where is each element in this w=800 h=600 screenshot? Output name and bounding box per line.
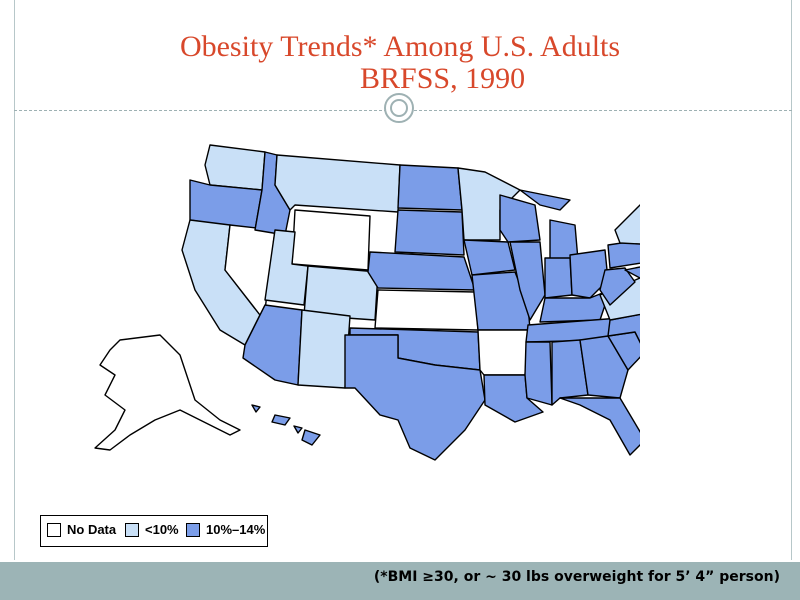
state-fl: [559, 397, 646, 456]
slide-frame: [14, 0, 792, 560]
map-legend: No Data <10% 10%–14%: [40, 515, 268, 547]
slide-title-line2: BRFSS, 1990: [360, 62, 526, 95]
state-hi: [251, 404, 321, 446]
legend-label-10-14: 10%–14%: [206, 522, 266, 537]
state-nd: [397, 164, 463, 211]
circle-ornament-icon: [384, 93, 414, 123]
legend-swatch-10-14: [186, 522, 200, 537]
legend-10-14: 10%–14%: [186, 522, 265, 537]
state-mt: [274, 154, 401, 213]
state-il: [509, 241, 546, 321]
state-wv: [599, 267, 636, 306]
legend-swatch-no-data: [47, 522, 61, 537]
state-ia: [463, 239, 516, 276]
state-ar: [477, 329, 529, 376]
bmi-footnote: (*BMI ≥30, or ~ 30 lbs overweight for 5’…: [373, 569, 780, 585]
state-wa: [204, 144, 266, 191]
us-map-svg: [94, 144, 731, 461]
footer-bar: [0, 562, 800, 600]
state-wi: [499, 194, 541, 243]
state-sd: [394, 209, 465, 256]
state-nm: [297, 309, 351, 389]
state-ne: [367, 251, 476, 291]
state-ny: [614, 199, 676, 246]
legend-under-10: <10%: [125, 522, 179, 537]
legend-swatch-under-10: [125, 522, 139, 537]
state-in: [544, 257, 573, 299]
state-tx: [344, 334, 486, 461]
state-al: [551, 339, 589, 406]
state-ak: [94, 334, 241, 451]
legend-label-no-data: No Data: [67, 522, 117, 537]
state-oh: [569, 249, 609, 299]
legend-no-data: No Data: [47, 522, 116, 537]
legend-label-under-10: <10%: [145, 522, 179, 537]
us-obesity-map: [80, 130, 731, 470]
state-ga: [579, 335, 629, 399]
state-ms: [524, 341, 553, 406]
slide-title-line1: Obesity Trends* Among U.S. Adults: [179, 30, 621, 63]
state-ks: [374, 289, 479, 331]
state-wy: [291, 209, 371, 271]
